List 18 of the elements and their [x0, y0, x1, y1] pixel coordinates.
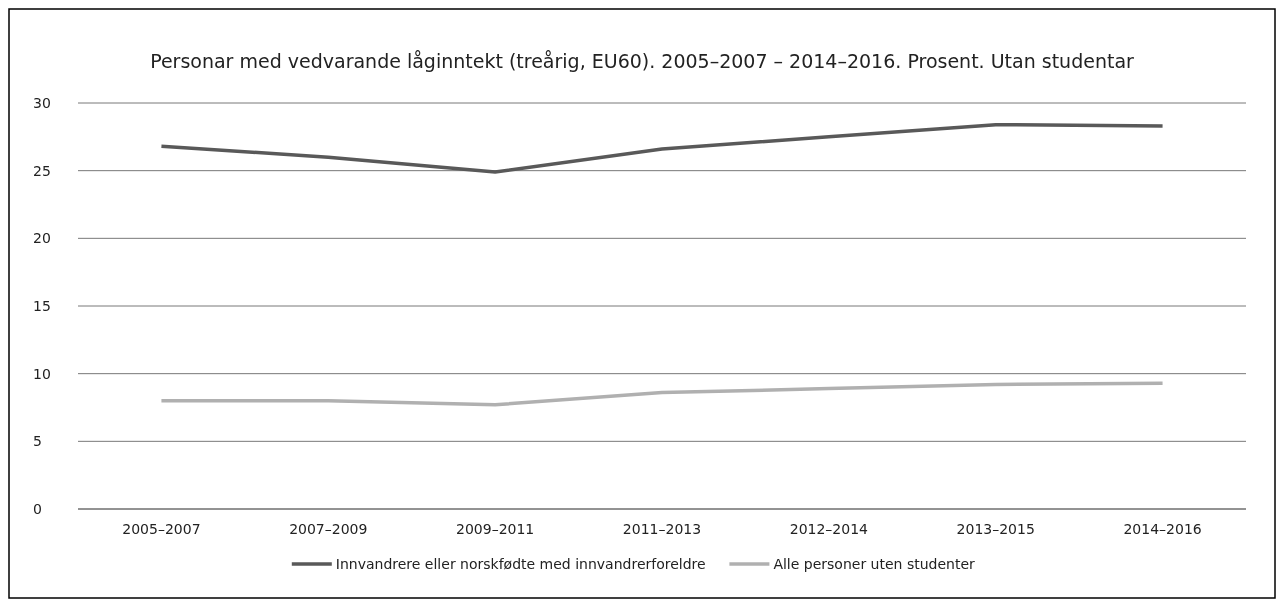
x-tick-label: 2011–2013 [622, 521, 702, 537]
y-tick-label: 30 [33, 95, 51, 111]
y-tick-label: 5 [33, 433, 42, 450]
x-tick-label: 2005–2007 [122, 521, 201, 537]
x-tick-label: 2013–2015 [956, 521, 1035, 537]
y-tick-label: 15 [33, 298, 51, 314]
y-tick-label: 20 [33, 230, 51, 247]
chart-title: Personar med vedvarande låginntekt (treårig, EU60). 2005–2007 – 2014–2016. Prosent. Utan studentar [150, 50, 1135, 72]
legend-label: Innvandrere eller norskfødte med innvandrerforeldre [335, 556, 706, 572]
x-tick-label: 2009–2011 [456, 521, 535, 537]
y-tick-label: 10 [33, 365, 51, 382]
y-tick-label: 25 [33, 162, 51, 179]
line-series [159, 381, 1165, 407]
y-tick-label: 0 [33, 501, 42, 517]
x-tick-label: 2014–2016 [1123, 521, 1202, 537]
legend-label: Alle personer uten studenter [773, 556, 976, 572]
x-tick-label: 2012–2014 [789, 521, 869, 537]
x-tick-label: 2007–2009 [289, 521, 368, 537]
